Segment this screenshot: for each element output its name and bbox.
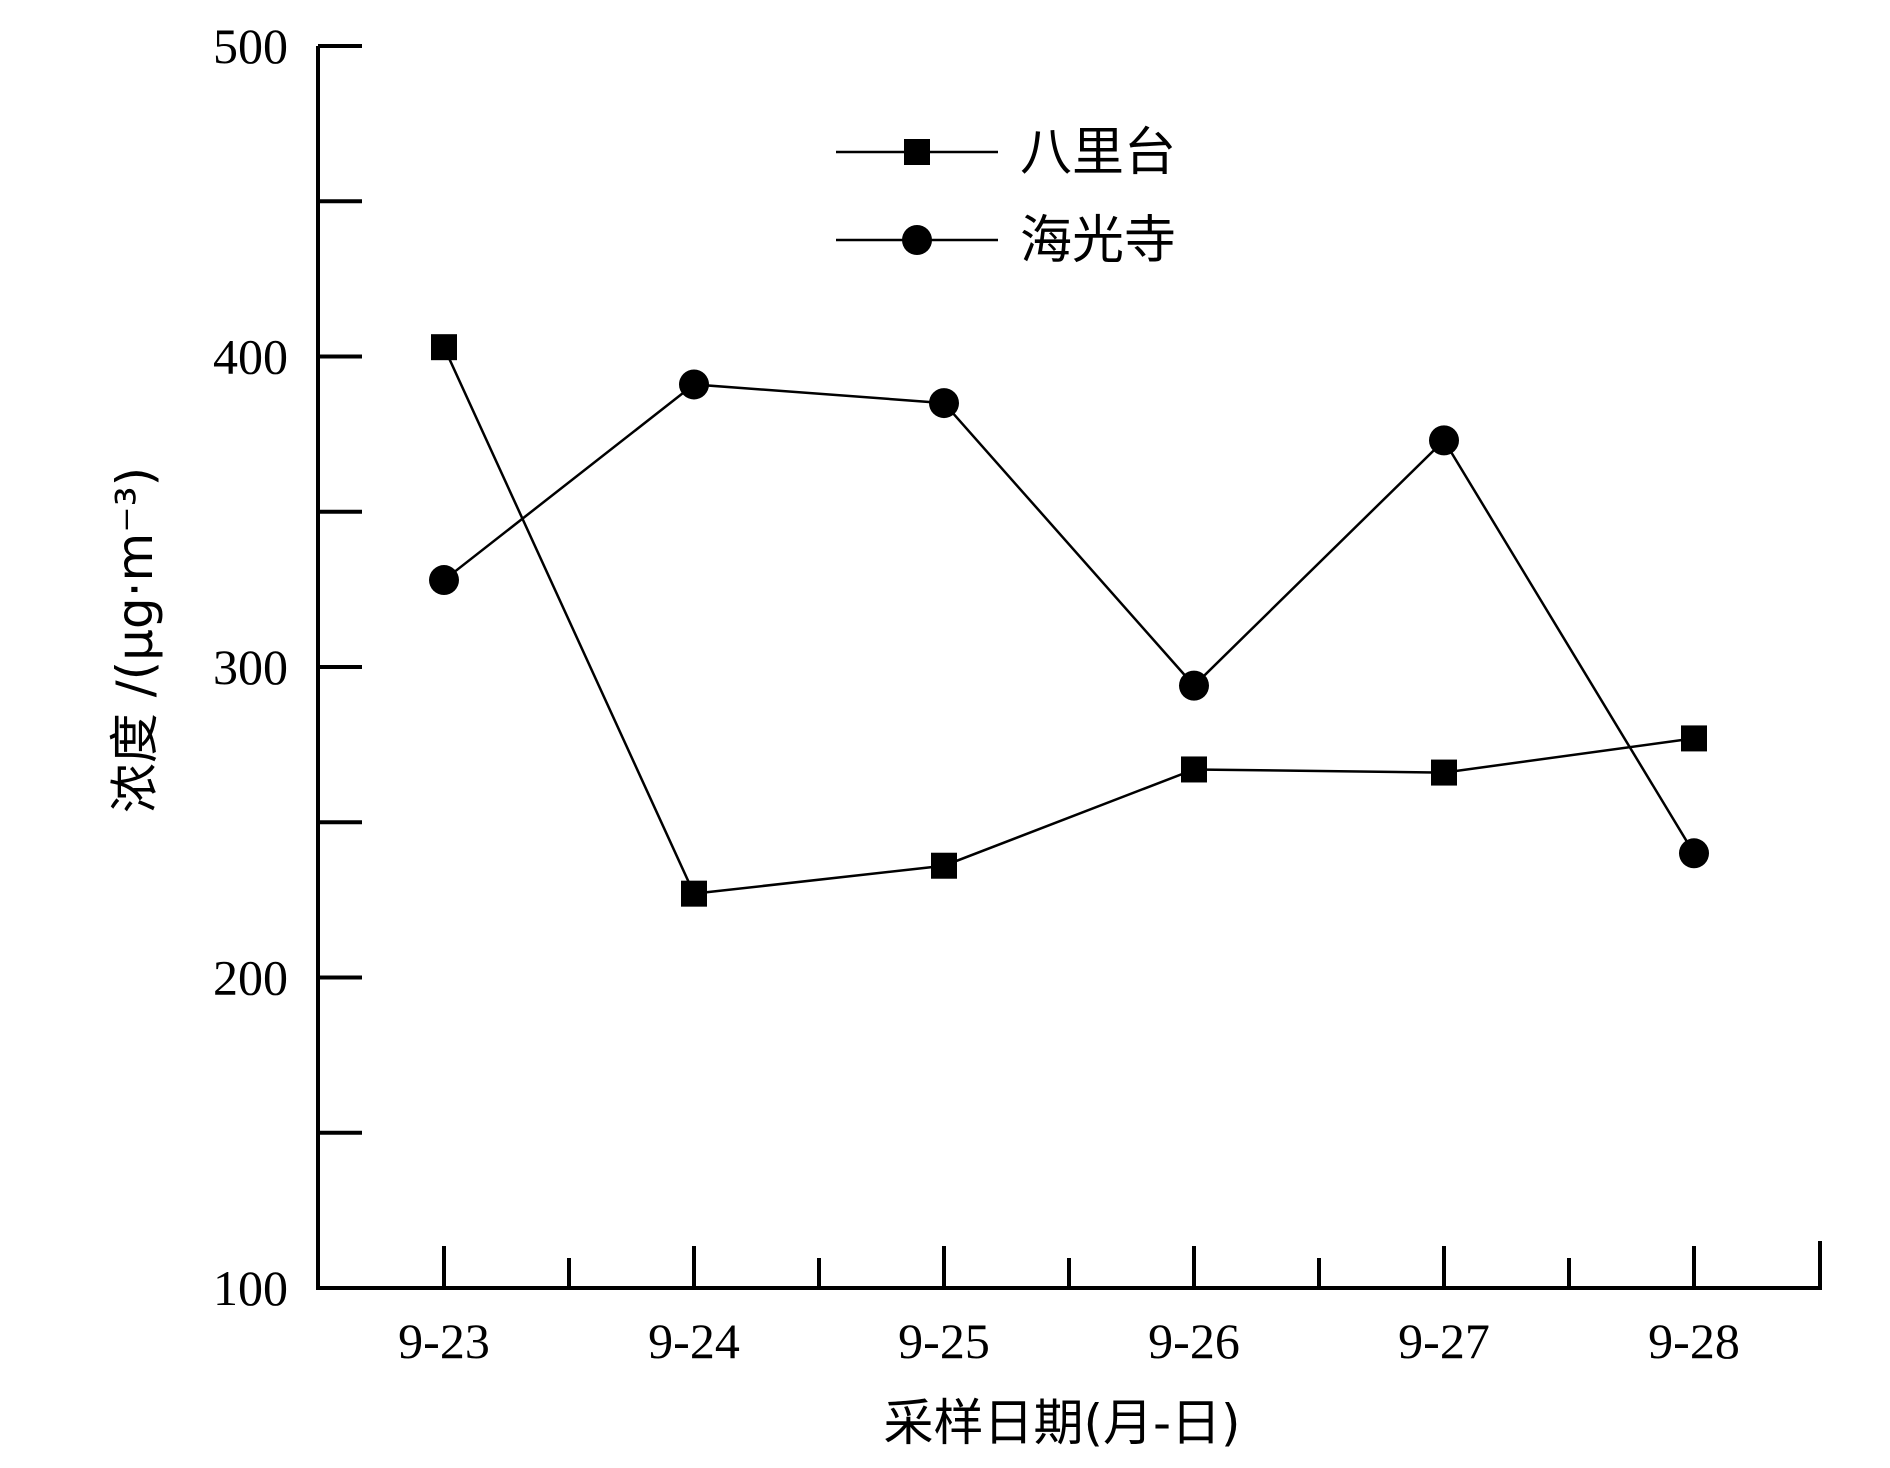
data-point-circle [1679, 838, 1709, 869]
data-point-square [931, 852, 957, 879]
data-point-square [431, 334, 457, 361]
data-point-circle [1179, 670, 1209, 701]
x-tick-label: 9-23 [398, 1313, 490, 1369]
data-point-square [1681, 725, 1707, 752]
y-tick-label: 400 [213, 329, 288, 385]
data-point-circle [1429, 425, 1459, 456]
series-1 [431, 334, 1707, 907]
x-tick-labels: 9-23 9-24 9-25 9-26 9-27 9-28 [398, 1313, 1740, 1369]
x-tick-label: 9-27 [1398, 1313, 1490, 1369]
y-tick-label: 300 [213, 639, 288, 695]
data-point-circle [429, 565, 459, 596]
x-tick-label: 9-24 [648, 1313, 740, 1369]
series-2 [429, 369, 1709, 869]
legend-item: 八里台 [836, 123, 1176, 183]
y-tick-label: 100 [213, 1260, 288, 1316]
y-tick-label: 200 [213, 950, 288, 1006]
legend-label: 海光寺 [1020, 211, 1176, 271]
x-axis-title: 采样日期(月-日) [883, 1394, 1240, 1452]
y-axis-title: 浓度 /(μg·m⁻³) [106, 467, 164, 813]
x-tick-label: 9-25 [898, 1313, 990, 1369]
y-tick-label: 500 [213, 18, 288, 74]
data-point-square [1181, 756, 1207, 783]
legend-marker-circle [902, 225, 932, 255]
data-point-square [1431, 759, 1457, 786]
axis-frame [316, 46, 1822, 1290]
axis-ticks [318, 44, 1696, 1288]
x-tick-label: 9-28 [1648, 1313, 1740, 1369]
legend-label: 八里台 [1020, 123, 1176, 183]
x-tick-label: 9-26 [1148, 1313, 1240, 1369]
data-point-square [681, 880, 707, 907]
data-point-circle [929, 388, 959, 419]
legend-item: 海光寺 [836, 211, 1176, 271]
series-layer [429, 334, 1709, 907]
data-point-circle [679, 369, 709, 400]
y-tick-labels: 100 200 300 400 500 [213, 18, 288, 1316]
series-line [443, 383, 1696, 854]
series-line [442, 346, 1695, 896]
legend-marker-square [904, 139, 930, 165]
